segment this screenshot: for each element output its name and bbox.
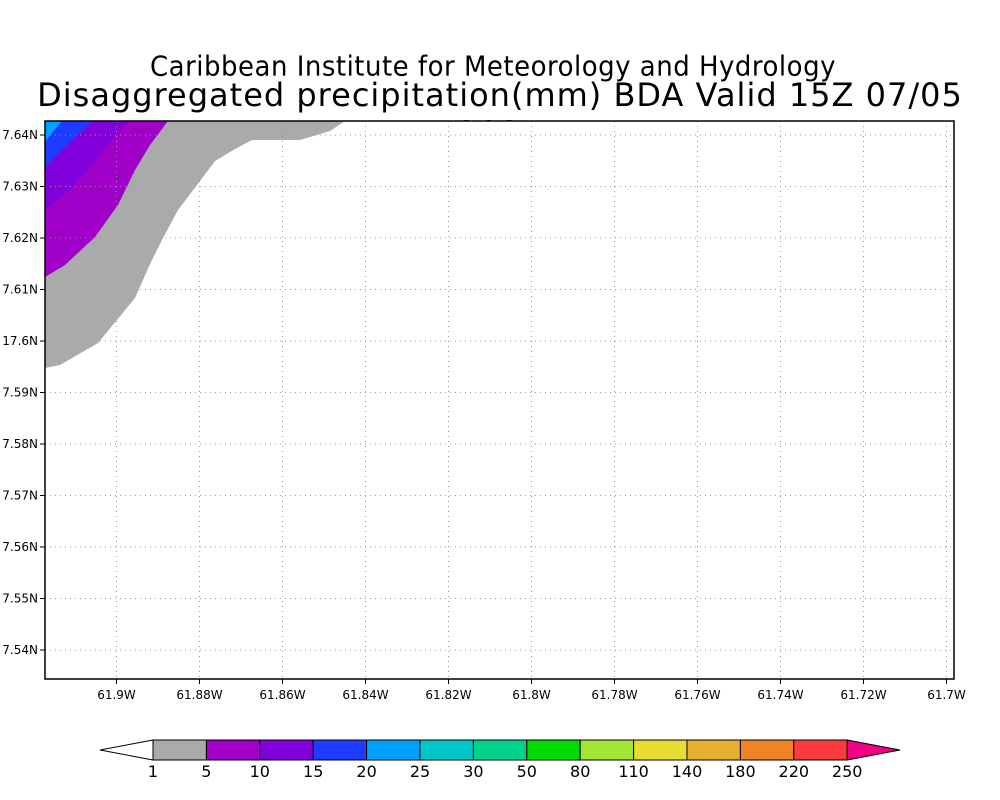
x-tick-label: 61.84W	[342, 688, 388, 702]
colorbar-label: 80	[570, 762, 590, 781]
colorbar-label: 25	[410, 762, 430, 781]
colorbar-label: 220	[779, 762, 810, 781]
y-tick-label: 7.58N	[2, 437, 38, 451]
y-tick-label: 7.56N	[2, 540, 38, 554]
colorbar-swatch	[259, 739, 314, 761]
colorbar-swatch	[366, 739, 421, 761]
colorbar-label: 1	[148, 762, 158, 781]
map-title: Disaggregated precipitation(mm) BDA Vali…	[37, 76, 963, 152]
contour-20-25mm	[45, 121, 62, 142]
institute-title: Caribbean Institute for Meteorology and …	[150, 51, 836, 83]
y-axis: 7.64N 7.63N 7.62N 7.61N 17.6N 7.59N 7.58N 7.57N…	[2, 128, 45, 657]
plot-border	[44, 120, 955, 680]
y-tick-label: 17.6N	[2, 334, 38, 348]
x-tick-label: 61.9W	[97, 688, 136, 702]
colorbar-label: 5	[201, 762, 211, 781]
x-tick-label: 61.86W	[259, 688, 305, 702]
x-tick-label: 61.74W	[757, 688, 803, 702]
colorbar-swatch	[205, 739, 261, 761]
colorbar: 1 5 10 15 20 25 30 50 80 110 140 180 220 250	[99, 739, 901, 781]
colorbar-label: 250	[832, 762, 863, 781]
colorbar-swatch	[526, 739, 581, 761]
x-axis: 61.9W 61.88W 61.86W 61.84W 61.82W 61.8W 61.78W…	[97, 679, 966, 702]
colorbar-label: 20	[356, 762, 376, 781]
colorbar-label: 15	[303, 762, 323, 781]
x-tick-label: 61.82W	[425, 688, 471, 702]
colorbar-swatch	[793, 739, 848, 761]
colorbar-swatch	[312, 739, 368, 761]
y-tick-label: 7.61N	[2, 283, 38, 297]
y-tick-label: 7.54N	[2, 643, 38, 657]
colorbar-label: 140	[672, 762, 703, 781]
gridlines	[45, 121, 954, 679]
colorbar-label: 50	[517, 762, 537, 781]
y-tick-label: 7.64N	[2, 128, 38, 142]
y-tick-label: 7.59N	[2, 386, 38, 400]
y-tick-label: 7.62N	[2, 231, 38, 245]
colorbar-swatch	[686, 739, 741, 761]
colorbar-swatch	[419, 739, 474, 761]
x-tick-label: 61.7W	[927, 688, 966, 702]
colorbar-swatch	[739, 739, 795, 761]
y-tick-label: 7.57N	[2, 489, 38, 503]
contour-15-20mm	[45, 121, 92, 168]
x-tick-label: 61.78W	[591, 688, 637, 702]
colorbar-label: 10	[250, 762, 270, 781]
colorbar-swatch	[579, 739, 635, 761]
x-tick-label: 61.76W	[674, 688, 720, 702]
colorbar-min-triangle	[99, 739, 154, 761]
colorbar-label: 110	[618, 762, 649, 781]
y-tick-label: 7.63N	[2, 180, 38, 194]
plot-area	[45, 121, 954, 679]
colorbar-swatch	[472, 739, 528, 761]
x-tick-label: 61.88W	[176, 688, 222, 702]
y-tick-label: 7.55N	[2, 592, 38, 606]
colorbar-max-triangle	[846, 739, 901, 761]
colorbar-swatch	[633, 739, 688, 761]
colorbar-label: 180	[725, 762, 756, 781]
colorbar-swatch	[152, 739, 207, 761]
x-tick-label: 61.8W	[512, 688, 551, 702]
x-tick-label: 61.72W	[840, 688, 886, 702]
colorbar-label: 30	[463, 762, 483, 781]
